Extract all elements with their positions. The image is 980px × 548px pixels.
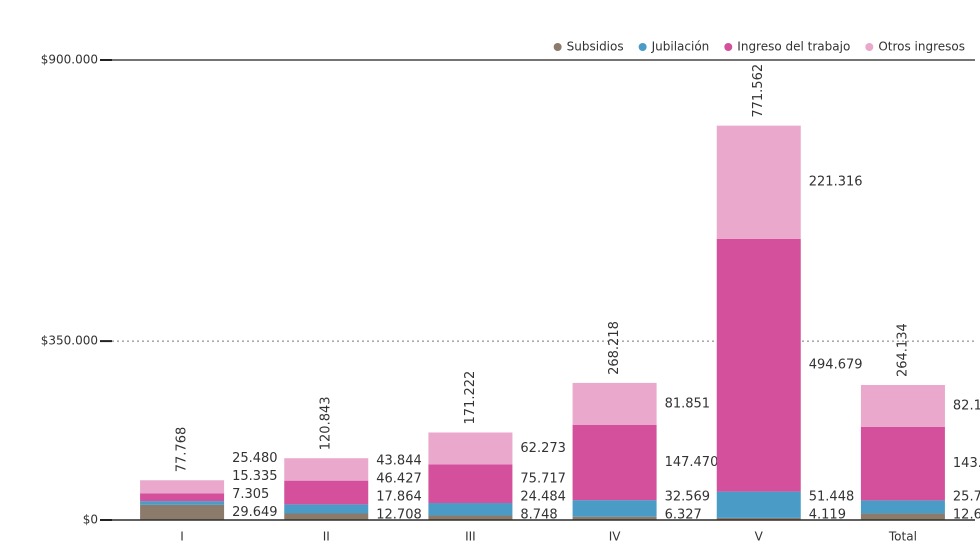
value-label: 6.327 <box>665 508 702 523</box>
legend-label: Otros ingresos <box>878 40 965 54</box>
legend-swatch <box>865 43 874 51</box>
value-label: 12.708 <box>376 508 422 523</box>
value-label: 4.119 <box>809 508 846 523</box>
value-label: 17.864 <box>376 490 422 505</box>
value-label: 62.273 <box>520 441 566 456</box>
x-tick-label: Total <box>888 530 917 544</box>
bar-segment <box>572 516 657 520</box>
bar-segment <box>428 464 513 504</box>
value-label: 46.427 <box>376 472 422 487</box>
bar-segment <box>860 513 945 520</box>
value-label: 7.305 <box>232 487 269 502</box>
x-tick-label: II <box>323 530 330 544</box>
y-tick-label: $900.000 <box>41 53 98 67</box>
bar-segment <box>140 504 225 520</box>
value-label: 25.796 <box>953 490 980 505</box>
total-label: 120.843 <box>319 396 334 450</box>
y-tick-label: $350.000 <box>41 334 98 348</box>
x-tick-label: IV <box>609 530 622 544</box>
bar-segment <box>572 500 657 517</box>
value-label: 75.717 <box>520 472 566 487</box>
value-label: 32.569 <box>665 490 711 505</box>
value-label: 143.604 <box>953 456 980 471</box>
total-label: 771.562 <box>751 64 766 118</box>
x-tick-label: V <box>755 530 764 544</box>
bar-segment <box>428 515 513 520</box>
value-label: 81.851 <box>665 396 711 411</box>
bar-segment <box>716 491 801 518</box>
bar-segment <box>572 382 657 425</box>
value-label: 24.484 <box>520 490 566 505</box>
bar-segment <box>572 424 657 501</box>
bar-segment <box>860 426 945 501</box>
bar-segment <box>716 238 801 492</box>
legend-swatch <box>638 43 647 51</box>
bar-segment <box>428 432 513 465</box>
total-label: 77.768 <box>175 427 190 473</box>
total-label: 171.222 <box>463 371 478 425</box>
bar-segment <box>284 480 369 505</box>
bar-segment <box>284 458 369 481</box>
value-label: 25.480 <box>232 451 277 466</box>
bar-segment <box>860 500 945 514</box>
bar-segment <box>716 125 801 239</box>
value-label: 82.134 <box>953 398 980 413</box>
x-tick-label: III <box>465 530 476 544</box>
value-label: 221.316 <box>809 175 863 190</box>
legend-label: Ingreso del trabajo <box>737 40 850 54</box>
legend-label: Jubilación <box>651 40 710 54</box>
value-label: 8.748 <box>520 508 557 523</box>
value-label: 51.448 <box>809 490 855 505</box>
bar-segment <box>860 384 945 427</box>
bar-segment <box>140 501 225 505</box>
value-label: 147.470 <box>665 455 719 470</box>
bar-segment <box>140 480 225 494</box>
bar-segment <box>716 517 801 520</box>
bar-segment <box>428 503 513 516</box>
value-label: 12.600 <box>953 508 980 523</box>
total-label: 268.218 <box>607 321 622 375</box>
value-label: 43.844 <box>376 454 422 469</box>
value-label: 15.335 <box>232 469 277 484</box>
value-label: 494.679 <box>809 358 863 373</box>
value-label: 29.649 <box>232 505 277 520</box>
legend-swatch <box>553 43 562 51</box>
bar-segment <box>284 504 369 514</box>
legend-swatch <box>724 43 733 51</box>
total-label: 264.134 <box>895 323 910 377</box>
bar-segment <box>284 513 369 520</box>
x-tick-label: I <box>180 530 184 544</box>
bar-segment <box>140 493 225 502</box>
legend-label: Subsidios <box>567 40 624 54</box>
y-tick-label: $0 <box>83 513 98 527</box>
